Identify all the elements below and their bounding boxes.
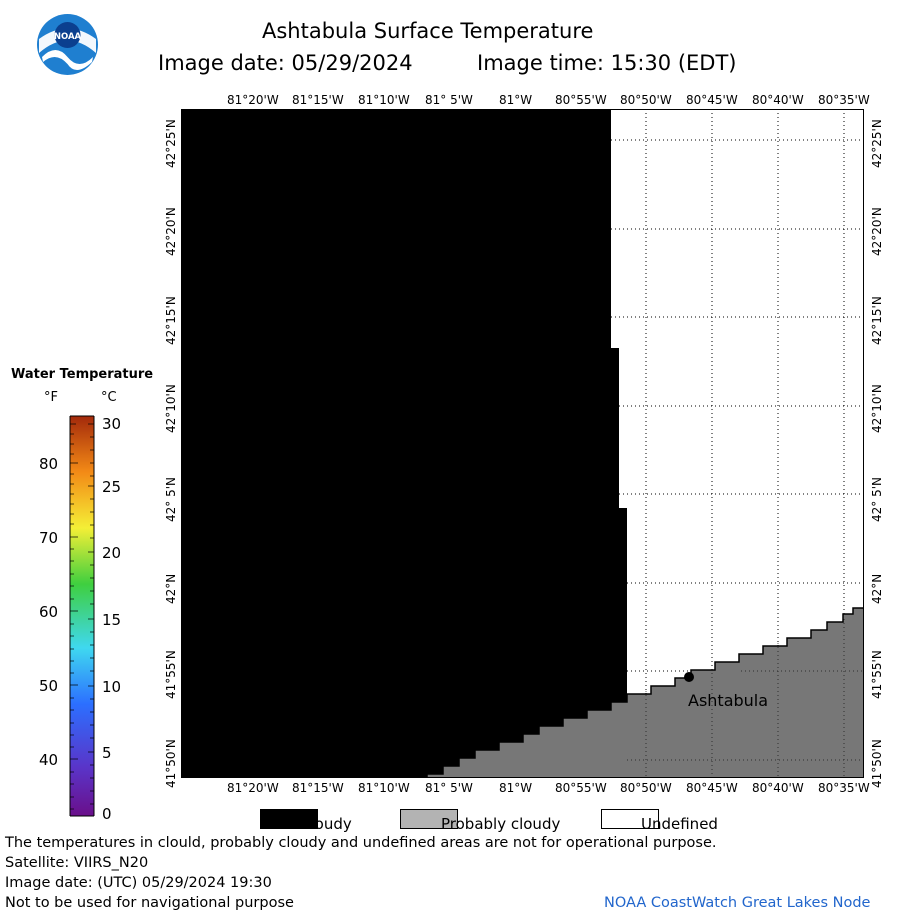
- lon-label: 80°40'W: [752, 781, 804, 795]
- celsius-tick-label: 0: [102, 805, 112, 823]
- legend-swatch-probably-cloudy: [400, 809, 458, 829]
- lon-label: 80°55'W: [555, 781, 607, 795]
- celsius-tick-label: 15: [102, 611, 122, 629]
- noaa-logo-icon: NOAA: [36, 13, 99, 76]
- cloud-mask: [181, 109, 627, 778]
- logo-text: NOAA: [54, 32, 82, 42]
- lat-label: 42°25'N: [164, 119, 178, 168]
- lat-label: 42°10'N: [164, 384, 178, 433]
- land-ohio: [426, 607, 864, 778]
- lon-label: 80°55'W: [555, 93, 607, 107]
- lon-label: 81°10'W: [358, 781, 410, 795]
- lat-label: 42°20'N: [870, 207, 884, 256]
- lat-label: 41°50'N: [164, 739, 178, 788]
- fahrenheit-tick-label: 60: [39, 603, 59, 621]
- legend-label-probably-cloudy: Probably cloudy: [441, 815, 561, 833]
- temperature-colorbar: [69, 415, 95, 817]
- lat-label: 42° 5'N: [164, 477, 178, 522]
- lat-label: 42°N: [164, 573, 178, 604]
- image-time: Image time: 15:30 (EDT): [477, 51, 737, 75]
- legend-swatch-undefined: [601, 809, 659, 829]
- lon-label: 81°15'W: [292, 93, 344, 107]
- celsius-tick-label: 5: [102, 744, 112, 762]
- lat-label: 41°55'N: [164, 650, 178, 699]
- celsius-tick-label: 30: [102, 415, 122, 433]
- lat-label: 41°55'N: [870, 650, 884, 699]
- lon-label: 81°W: [499, 93, 533, 107]
- fahrenheit-tick-label: 50: [39, 677, 59, 695]
- image-date: Image date: 05/29/2024: [158, 51, 413, 75]
- lat-label: 41°50'N: [870, 739, 884, 788]
- lon-label: 81°15'W: [292, 781, 344, 795]
- unit-celsius: °C: [101, 390, 117, 405]
- map-frame: [181, 109, 864, 778]
- lon-label: 81° 5'W: [425, 781, 473, 795]
- lon-label: 80°45'W: [686, 781, 738, 795]
- legend-label-cloudy: Cloudy: [300, 815, 352, 833]
- colorbar-title: Water Temperature: [11, 367, 154, 382]
- legend-swatch-cloudy: [260, 809, 318, 829]
- coastwatch-credit: NOAA CoastWatch Great Lakes Node: [604, 895, 871, 911]
- lat-label: 42°15'N: [870, 296, 884, 345]
- navigation-warning: Not to be used for navigational purpose: [5, 895, 294, 911]
- lon-label: 80°50'W: [620, 781, 672, 795]
- lon-label: 81°20'W: [227, 93, 279, 107]
- city-label: Ashtabula: [688, 691, 768, 710]
- lon-label: 80°35'W: [818, 93, 870, 107]
- fahrenheit-tick-label: 70: [39, 529, 59, 547]
- disclaimer-text: The temperatures in clould, probably clo…: [5, 835, 717, 851]
- lat-label: 42°N: [870, 573, 884, 604]
- celsius-tick-label: 10: [102, 678, 122, 696]
- lat-label: 42°15'N: [164, 296, 178, 345]
- graticule: [611, 109, 864, 778]
- lat-label: 42° 5'N: [870, 477, 884, 522]
- fahrenheit-tick-label: 40: [39, 751, 59, 769]
- lat-label: 42°25'N: [870, 119, 884, 168]
- legend-label-undefined: Undefined: [641, 815, 718, 833]
- utc-date-text: Image date: (UTC) 05/29/2024 19:30: [5, 875, 272, 891]
- map-panel: Ashtabula: [181, 109, 864, 778]
- lat-label: 42°20'N: [164, 207, 178, 256]
- lon-label: 81° 5'W: [425, 93, 473, 107]
- fahrenheit-tick-label: 80: [39, 455, 59, 473]
- lon-label: 81°10'W: [358, 93, 410, 107]
- lon-label: 80°50'W: [620, 93, 672, 107]
- celsius-tick-label: 20: [102, 544, 122, 562]
- lon-label: 80°45'W: [686, 93, 738, 107]
- satellite-text: Satellite: VIIRS_N20: [5, 855, 149, 871]
- lon-label: 81°20'W: [227, 781, 279, 795]
- lon-label: 80°35'W: [818, 781, 870, 795]
- celsius-tick-label: 25: [102, 478, 122, 496]
- land-graticule: [627, 619, 864, 778]
- lat-label: 42°10'N: [870, 384, 884, 433]
- lon-label: 81°W: [499, 781, 533, 795]
- lon-label: 80°40'W: [752, 93, 804, 107]
- unit-fahrenheit: °F: [44, 390, 58, 405]
- page-title: Ashtabula Surface Temperature: [262, 19, 594, 43]
- ashtabula-city-marker: [684, 672, 694, 682]
